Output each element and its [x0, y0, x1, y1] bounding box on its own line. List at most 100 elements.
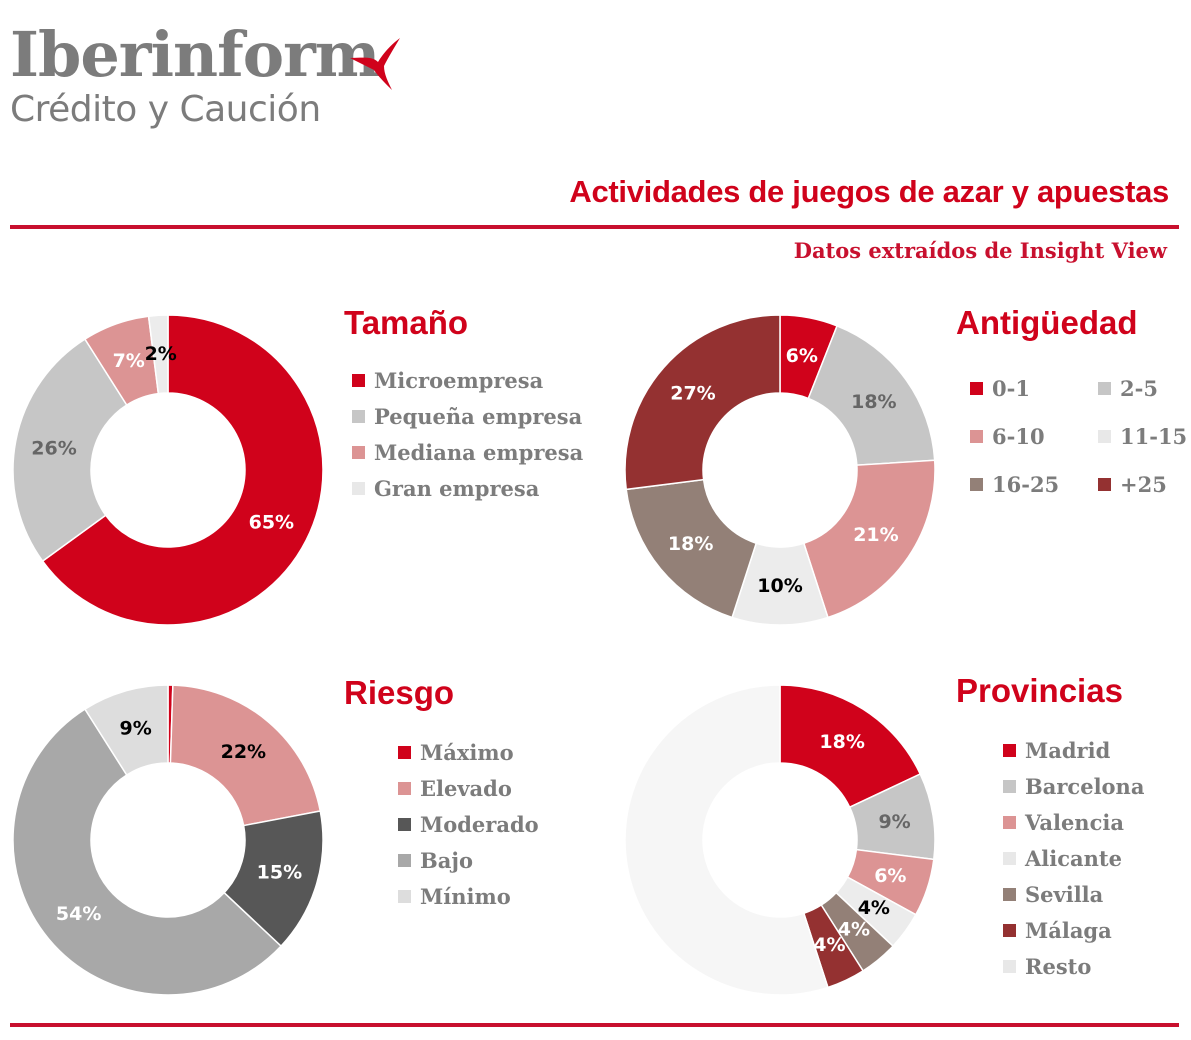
legend-label: Elevado [420, 776, 512, 801]
legend-label: 0-1 [992, 376, 1030, 401]
legend-label: Bajo [420, 848, 473, 873]
page-title: Actividades de juegos de azar y apuestas [569, 174, 1169, 209]
legend-item-bajo: Bajo [398, 848, 473, 873]
legend-item-sevilla: Sevilla [1003, 882, 1103, 907]
legend-label: Madrid [1025, 738, 1111, 763]
donut-slice-pequena-empresa [12, 338, 128, 563]
donut-slice-minimo [83, 684, 169, 777]
donut-slice-gran-empresa [147, 314, 169, 395]
legend-label: Pequeña empresa [374, 404, 583, 429]
legend-label: Valencia [1025, 810, 1124, 835]
data-label-malaga: 4% [813, 934, 845, 956]
donut-slice-elevado [169, 684, 322, 827]
data-label-mediana-empresa: 7% [113, 350, 145, 372]
data-label-sevilla: 4% [838, 918, 870, 940]
legend-swatch [1003, 744, 1016, 757]
legend-swatch [398, 854, 411, 867]
legend-swatch [352, 410, 365, 423]
legend-label: Máximo [420, 740, 514, 765]
legend-item-madrid: Madrid [1003, 738, 1110, 763]
legend-swatch [398, 782, 411, 795]
donut-slice-microempresa [41, 314, 324, 626]
legend-item-6-10: 6-10 [970, 424, 1045, 449]
legend-swatch [970, 382, 983, 395]
legend-item-11-15: 11-15 [1098, 424, 1187, 449]
legend-swatch [1003, 780, 1016, 793]
legend-label: Gran empresa [374, 476, 540, 501]
data-label-gran-empresa: 2% [145, 343, 177, 365]
data-label-bajo: 54% [56, 903, 101, 925]
legend-label: Microempresa [374, 368, 544, 393]
legend-item-minimo: Mínimo [398, 884, 511, 909]
legend-item-2-5: 2-5 [1098, 376, 1158, 401]
legend-label: Barcelona [1025, 774, 1145, 799]
data-label-moderado: 15% [257, 861, 302, 883]
legend-item-25: +25 [1098, 472, 1167, 497]
legend-label: 11-15 [1120, 424, 1188, 449]
legend-swatch [1003, 960, 1016, 973]
donut-slice-16-25 [625, 478, 758, 619]
legend-item-microempresa: Microempresa [352, 368, 543, 393]
brand-tagline: Crédito y Caución [10, 89, 321, 130]
data-label-barcelona: 9% [878, 811, 910, 833]
legend-swatch [1003, 888, 1016, 901]
data-label-16-25: 18% [668, 533, 713, 555]
legend-swatch [1003, 816, 1016, 829]
donut-slice-resto [624, 684, 829, 996]
chart-title-antiguedad: Antigüedad [956, 304, 1138, 341]
legend-swatch [398, 818, 411, 831]
data-label-2-5: 18% [851, 391, 896, 413]
legend-label: Málaga [1025, 918, 1112, 943]
data-label-madrid: 18% [819, 731, 864, 753]
legend-item-moderado: Moderado [398, 812, 539, 837]
legend-item-gran-empresa: Gran empresa [352, 476, 539, 501]
data-label-0-1: 6% [786, 345, 818, 367]
brand-logo: Iberinform Crédito y Caución [10, 22, 400, 132]
legend-label: Sevilla [1025, 882, 1104, 907]
brand-swoosh-icon [350, 38, 400, 90]
legend-swatch [398, 890, 411, 903]
legend-swatch [970, 430, 983, 443]
donut-slice-madrid [779, 684, 922, 809]
legend-item-alicante: Alicante [1003, 846, 1122, 871]
data-source-note: Datos extraídos de Insight View [793, 238, 1167, 263]
donut-chart-antiguedad: 6% 18% 21% 10% 18% 27% [624, 314, 936, 626]
legend-swatch [1098, 430, 1111, 443]
data-label-pequena-empresa: 26% [31, 437, 76, 459]
legend-swatch [1003, 852, 1016, 865]
legend-swatch [1098, 478, 1111, 491]
legend-item-pequena-empresa: Pequeña empresa [352, 404, 582, 429]
legend-swatch [398, 746, 411, 759]
legend-swatch [352, 374, 365, 387]
donut-slice-2-5 [807, 324, 936, 466]
legend-swatch [352, 446, 365, 459]
legend-label: 6-10 [992, 424, 1045, 449]
donut-slice-moderado [223, 810, 324, 948]
header-divider [10, 225, 1179, 229]
legend-label: Mediana empresa [374, 440, 584, 465]
chart-title-provincias: Provincias [956, 672, 1123, 709]
data-label-valencia: 6% [874, 865, 906, 887]
donut-chart-riesgo: 22% 15% 54% 9% [12, 684, 324, 996]
data-label-6-10: 21% [853, 524, 898, 546]
legend-item-maximo: Máximo [398, 740, 514, 765]
legend-antiguedad: 0-1 2-5 6-10 11-15 16-25 +25 [970, 376, 1187, 506]
legend-riesgo: Máximo Elevado Moderado Bajo Mínimo [398, 740, 598, 920]
legend-label: 2-5 [1120, 376, 1158, 401]
legend-label: Resto [1025, 954, 1092, 979]
legend-item-valencia: Valencia [1003, 810, 1124, 835]
data-label-minimo: 9% [120, 718, 152, 740]
legend-label: Mínimo [420, 884, 511, 909]
footer-divider [10, 1023, 1179, 1027]
donut-slice-25 [624, 314, 781, 491]
legend-item-16-25: 16-25 [970, 472, 1059, 497]
legend-label: +25 [1120, 472, 1167, 497]
donut-chart-provincias: 18%9%6%4%4%4% [624, 684, 936, 996]
chart-title-riesgo: Riesgo [344, 674, 455, 711]
legend-swatch [1003, 924, 1016, 937]
legend-swatch [970, 478, 983, 491]
data-label-microempresa: 65% [249, 512, 294, 534]
donut-slice-6-10 [802, 459, 936, 619]
data-label-25: 27% [670, 382, 715, 404]
donut-slice-bajo [12, 708, 283, 996]
